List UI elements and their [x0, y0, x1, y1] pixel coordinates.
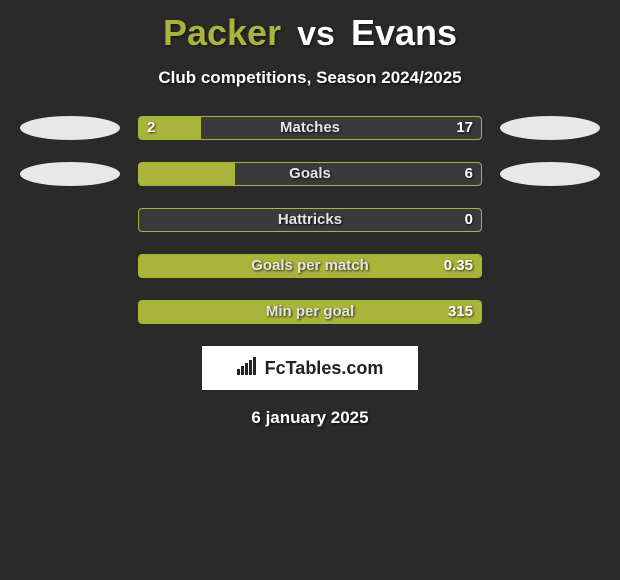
stat-bar: 217Matches — [138, 116, 482, 140]
team-left-badge — [20, 162, 120, 186]
subtitle: Club competitions, Season 2024/2025 — [0, 68, 620, 88]
stat-row: 0Hattricks — [0, 208, 620, 232]
comparison-chart: 217Matches 6Goals 0Hattricks 0.35Goals per … — [0, 116, 620, 324]
title-vs: vs — [297, 15, 335, 53]
stat-label: Hattricks — [139, 209, 481, 231]
stat-label: Goals per match — [139, 255, 481, 277]
stat-label: Goals — [139, 163, 481, 185]
title-right: Evans — [351, 12, 457, 53]
team-right-badge — [500, 116, 600, 140]
title-left: Packer — [163, 12, 281, 53]
stat-row: 6Goals — [0, 162, 620, 186]
comparison-title: Packer vs Evans — [0, 0, 620, 54]
stat-bar: 315Min per goal — [138, 300, 482, 324]
stat-row: 315Min per goal — [0, 300, 620, 324]
logo-text: FcTables.com — [265, 358, 384, 379]
logo-box: FcTables.com — [202, 346, 418, 390]
bar-chart-icon — [237, 357, 259, 380]
stat-bar: 6Goals — [138, 162, 482, 186]
stat-label: Min per goal — [139, 301, 481, 323]
stat-label: Matches — [139, 117, 481, 139]
team-left-badge — [20, 116, 120, 140]
stat-row: 0.35Goals per match — [0, 254, 620, 278]
team-right-badge — [500, 162, 600, 186]
stat-bar: 0Hattricks — [138, 208, 482, 232]
stat-row: 217Matches — [0, 116, 620, 140]
date-label: 6 january 2025 — [0, 408, 620, 428]
stat-bar: 0.35Goals per match — [138, 254, 482, 278]
